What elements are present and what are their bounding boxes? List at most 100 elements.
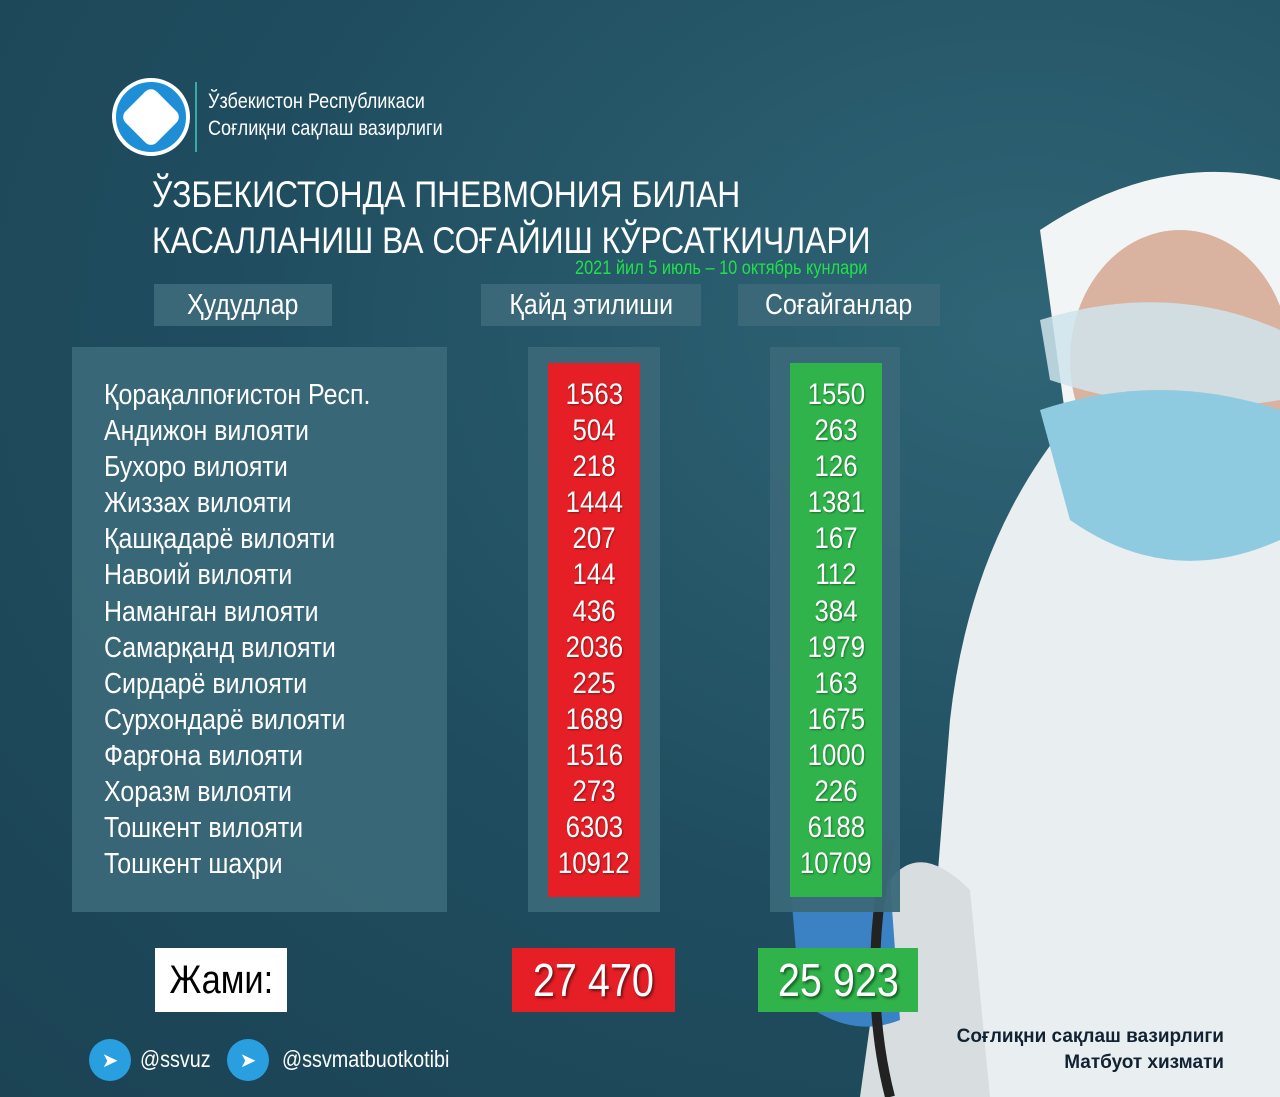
registered-value: 144 (548, 557, 640, 593)
registered-value: 504 (548, 413, 640, 449)
recovered-value: 163 (790, 666, 882, 702)
credit-line2: Матбуот хизмати (1064, 1052, 1224, 1073)
registered-value: 436 (548, 594, 640, 630)
registered-text: 6303 (565, 811, 623, 845)
social-handle-1[interactable]: @ssvuz (140, 1046, 222, 1073)
registered-text: 504 (572, 414, 616, 448)
recovered-text: 126 (814, 450, 858, 484)
registered-text: 1689 (565, 702, 623, 736)
credit-line1: Соғлиқни сақлаш вазирлиги (956, 1026, 1224, 1047)
registered-text: 273 (572, 775, 616, 809)
telegram-icon[interactable]: ➤ (227, 1039, 269, 1081)
region-text: Тошкент шаҳри (104, 848, 283, 881)
region-row: Тошкент вилояти (104, 810, 444, 846)
registered-value: 225 (548, 666, 640, 702)
recovered-value: 1979 (790, 630, 882, 666)
header-registered-label: Қайд этилиши (509, 289, 673, 321)
region-row: Жиззах вилояти (104, 485, 444, 521)
registered-text: 1563 (565, 378, 623, 411)
recovered-value: 1550 (790, 377, 882, 413)
registered-text: 10912 (558, 847, 630, 881)
date-text: 2021 йил 5 июль – 10 октябрь кунлари (575, 258, 868, 279)
registered-text: 436 (572, 594, 616, 628)
org-line2: Соғлиқни сақлаш вазирлиги (208, 117, 443, 140)
total-registered: 27 470 (512, 948, 675, 1012)
recovered-value: 384 (790, 594, 882, 630)
date-range: 2021 йил 5 июль – 10 октябрь кунлари (575, 258, 915, 280)
registered-text: 1516 (565, 738, 623, 772)
org-line1: Ўзбекистон Республикаси (208, 90, 425, 113)
registered-text: 207 (572, 522, 616, 556)
regions-list: Қорақалпоғистон Респ. Андижон вилояти Бухо… (104, 377, 444, 882)
region-row: Навоий вилояти (104, 557, 444, 593)
region-text: Наманган вилояти (104, 595, 319, 628)
total-label: Жами: (155, 948, 287, 1012)
region-row: Андижон вилояти (104, 413, 444, 449)
region-text: Тошкент вилояти (104, 812, 304, 845)
region-text: Жиззах вилояти (104, 487, 292, 520)
registered-value: 1444 (548, 485, 640, 521)
total-recovered-value: 25 923 (777, 954, 899, 1006)
divider (195, 82, 197, 152)
recovered-text: 1550 (807, 378, 865, 411)
registered-value: 1516 (548, 738, 640, 774)
total-recovered: 25 923 (758, 948, 918, 1012)
region-text: Қорақалпоғистон Респ. (104, 379, 371, 411)
org-name: Ўзбекистон Республикаси Соғлиқни сақлаш … (208, 88, 481, 142)
recovered-text: 263 (814, 414, 858, 448)
recovered-value: 226 (790, 774, 882, 810)
header-regions-label: Ҳудудлар (187, 289, 299, 321)
recovered-text: 167 (814, 522, 858, 556)
registered-value: 6303 (548, 810, 640, 846)
registered-text: 225 (572, 666, 616, 700)
recovered-value: 6188 (790, 810, 882, 846)
recovered-text: 112 (815, 558, 857, 592)
registered-value: 1563 (548, 377, 640, 413)
region-row: Самарқанд вилояти (104, 630, 444, 666)
registered-list: 1563 504 218 1444 207 144 436 2036 225 1689 1516 27… (548, 377, 640, 882)
registered-text: 144 (572, 558, 616, 592)
recovered-value: 126 (790, 449, 882, 485)
recovered-text: 163 (814, 666, 858, 700)
recovered-value: 10709 (790, 846, 882, 882)
recovered-text: 1979 (807, 630, 865, 664)
region-text: Хоразм вилояти (104, 776, 292, 809)
region-text: Фарғона вилояти (104, 739, 303, 772)
region-text: Сирдарё вилояти (104, 667, 308, 700)
recovered-text: 1675 (807, 702, 865, 736)
recovered-bar (790, 363, 882, 897)
ministry-logo (112, 78, 190, 156)
title-line2: КАСАЛЛАНИШ ВА СОҒАЙИШ КЎРСАТКИЧЛАРИ (152, 220, 871, 261)
region-text: Навоий вилояти (104, 559, 293, 592)
header-regions: Ҳудудлар (154, 284, 332, 326)
recovered-value: 1381 (790, 485, 882, 521)
region-text: Андижон вилояти (104, 415, 309, 448)
regions-panel (72, 347, 447, 912)
social-handle-2[interactable]: @ssvmatbuotkotibi (282, 1046, 477, 1073)
registered-value: 10912 (548, 846, 640, 882)
region-text: Сурхондарё вилояти (104, 703, 346, 736)
recovered-value: 112 (790, 557, 882, 593)
header-recovered: Соғайганлар (738, 284, 940, 326)
region-text: Самарқанд вилояти (104, 631, 336, 664)
total-label-text: Жами: (169, 958, 273, 1002)
registered-value: 2036 (548, 630, 640, 666)
recovered-text: 226 (814, 775, 858, 809)
recovered-value: 167 (790, 521, 882, 557)
recovered-value: 1675 (790, 702, 882, 738)
page-title: ЎЗБЕКИСТОНДА ПНЕВМОНИЯ БИЛАН КАСАЛЛАНИШ … (152, 172, 987, 264)
registered-text: 1444 (565, 486, 623, 520)
region-row: Бухоро вилояти (104, 449, 444, 485)
handle1-text: @ssvuz (140, 1046, 211, 1072)
region-row: Қорақалпоғистон Респ. (104, 377, 444, 413)
recovered-text: 10709 (800, 847, 872, 881)
registered-value: 207 (548, 521, 640, 557)
telegram-icon[interactable]: ➤ (89, 1039, 131, 1081)
recovered-text: 1000 (807, 738, 865, 772)
recovered-text: 384 (814, 594, 858, 628)
registered-value: 273 (548, 774, 640, 810)
total-registered-value: 27 470 (532, 954, 654, 1006)
region-row: Сурхондарё вилояти (104, 702, 444, 738)
region-row: Тошкент шаҳри (104, 846, 444, 882)
handle2-text: @ssvmatbuotkotibi (282, 1046, 450, 1072)
